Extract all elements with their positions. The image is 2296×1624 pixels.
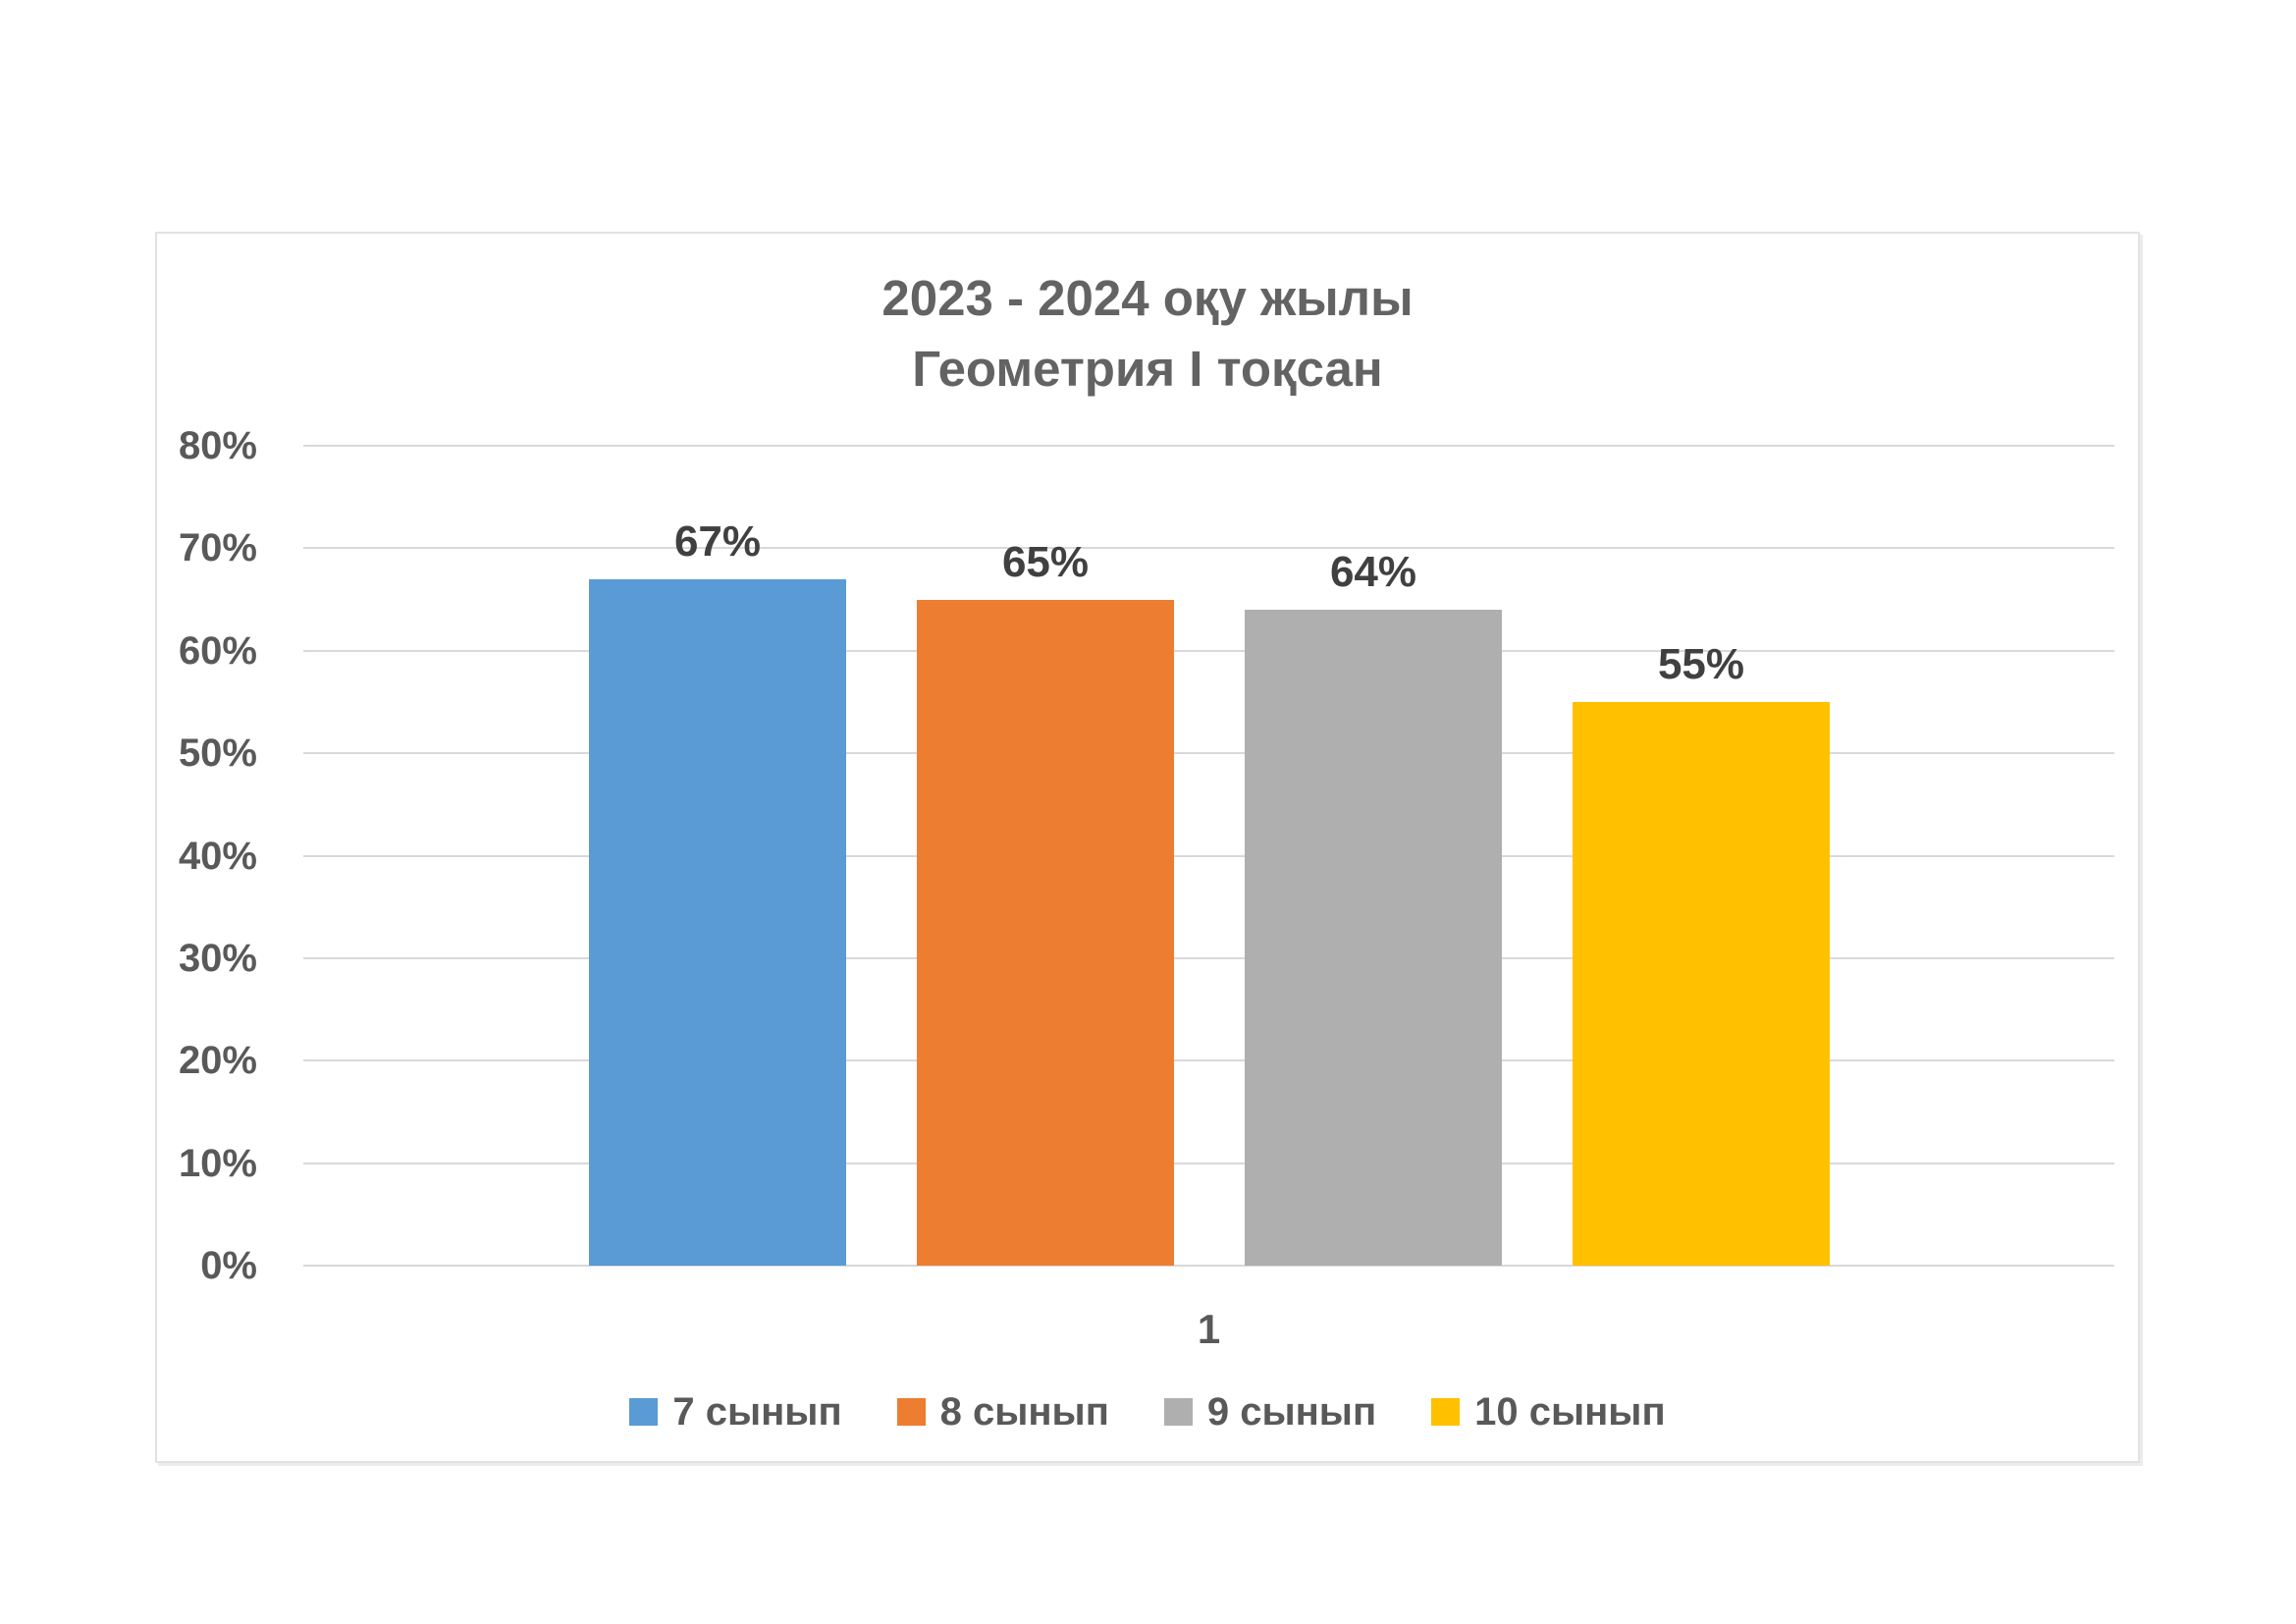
chart-legend: 7 сынып 8 сынып 9 сынып 10 сынып <box>157 1388 2138 1435</box>
bar-data-label: 65% <box>1001 538 1090 586</box>
gridline <box>303 752 2114 754</box>
bar-1[interactable] <box>589 579 846 1266</box>
gridline <box>303 1163 2114 1164</box>
chart-title-line2: Геометрия I тоқсан <box>912 341 1383 397</box>
y-axis-tick-label: 70% <box>178 526 257 569</box>
y-axis-tick-label: 10% <box>178 1142 257 1185</box>
gridline <box>303 547 2114 549</box>
y-axis-tick-label: 50% <box>178 731 257 775</box>
gridline <box>303 445 2114 447</box>
y-axis-tick-label: 80% <box>178 424 257 467</box>
legend-swatch-icon <box>629 1398 659 1426</box>
chart-title: 2023 - 2024 оқу жылы Геометрия I тоқсан <box>157 263 2138 405</box>
y-axis-tick-label: 40% <box>178 835 257 878</box>
gridline <box>303 855 2114 857</box>
legend-item-2[interactable]: 8 сынып <box>896 1388 1109 1435</box>
legend-swatch-icon <box>1163 1398 1193 1426</box>
legend-item-4[interactable]: 10 сынып <box>1431 1388 1666 1435</box>
x-axis-category-label: 1 <box>1197 1306 1221 1352</box>
legend-item-3[interactable]: 9 сынып <box>1163 1388 1377 1435</box>
bar-data-label: 55% <box>1657 640 1745 688</box>
y-axis-tick-label: 20% <box>178 1039 257 1082</box>
bar-data-label: 67% <box>673 517 762 566</box>
gridline <box>303 1059 2114 1061</box>
bar-2[interactable] <box>917 600 1174 1266</box>
gridline <box>303 1265 2114 1267</box>
legend-item-label: 10 сынып <box>1474 1390 1666 1434</box>
legend-item-1[interactable]: 7 сынып <box>629 1388 842 1435</box>
plot-area: 67% 65% 64% 55% <box>303 445 2114 1267</box>
legend-item-label: 8 сынып <box>939 1390 1109 1434</box>
y-axis-tick-label: 0% <box>200 1244 257 1287</box>
chart-title-line1: 2023 - 2024 оқу жылы <box>881 270 1414 326</box>
y-axis-tick-label: 30% <box>178 937 257 980</box>
legend-swatch-icon <box>896 1398 926 1426</box>
gridline <box>303 650 2114 652</box>
legend-item-label: 9 сынып <box>1206 1390 1377 1434</box>
legend-item-label: 7 сынып <box>672 1390 842 1434</box>
y-axis-tick-label: 60% <box>178 629 257 673</box>
bar-data-label: 64% <box>1329 548 1417 596</box>
legend-swatch-icon <box>1431 1398 1461 1426</box>
bar-3[interactable] <box>1245 610 1502 1266</box>
chart-card: 2023 - 2024 оқу жылы Геометрия I тоқсан … <box>155 232 2140 1463</box>
bar-4[interactable] <box>1573 702 1830 1266</box>
gridline <box>303 957 2114 959</box>
